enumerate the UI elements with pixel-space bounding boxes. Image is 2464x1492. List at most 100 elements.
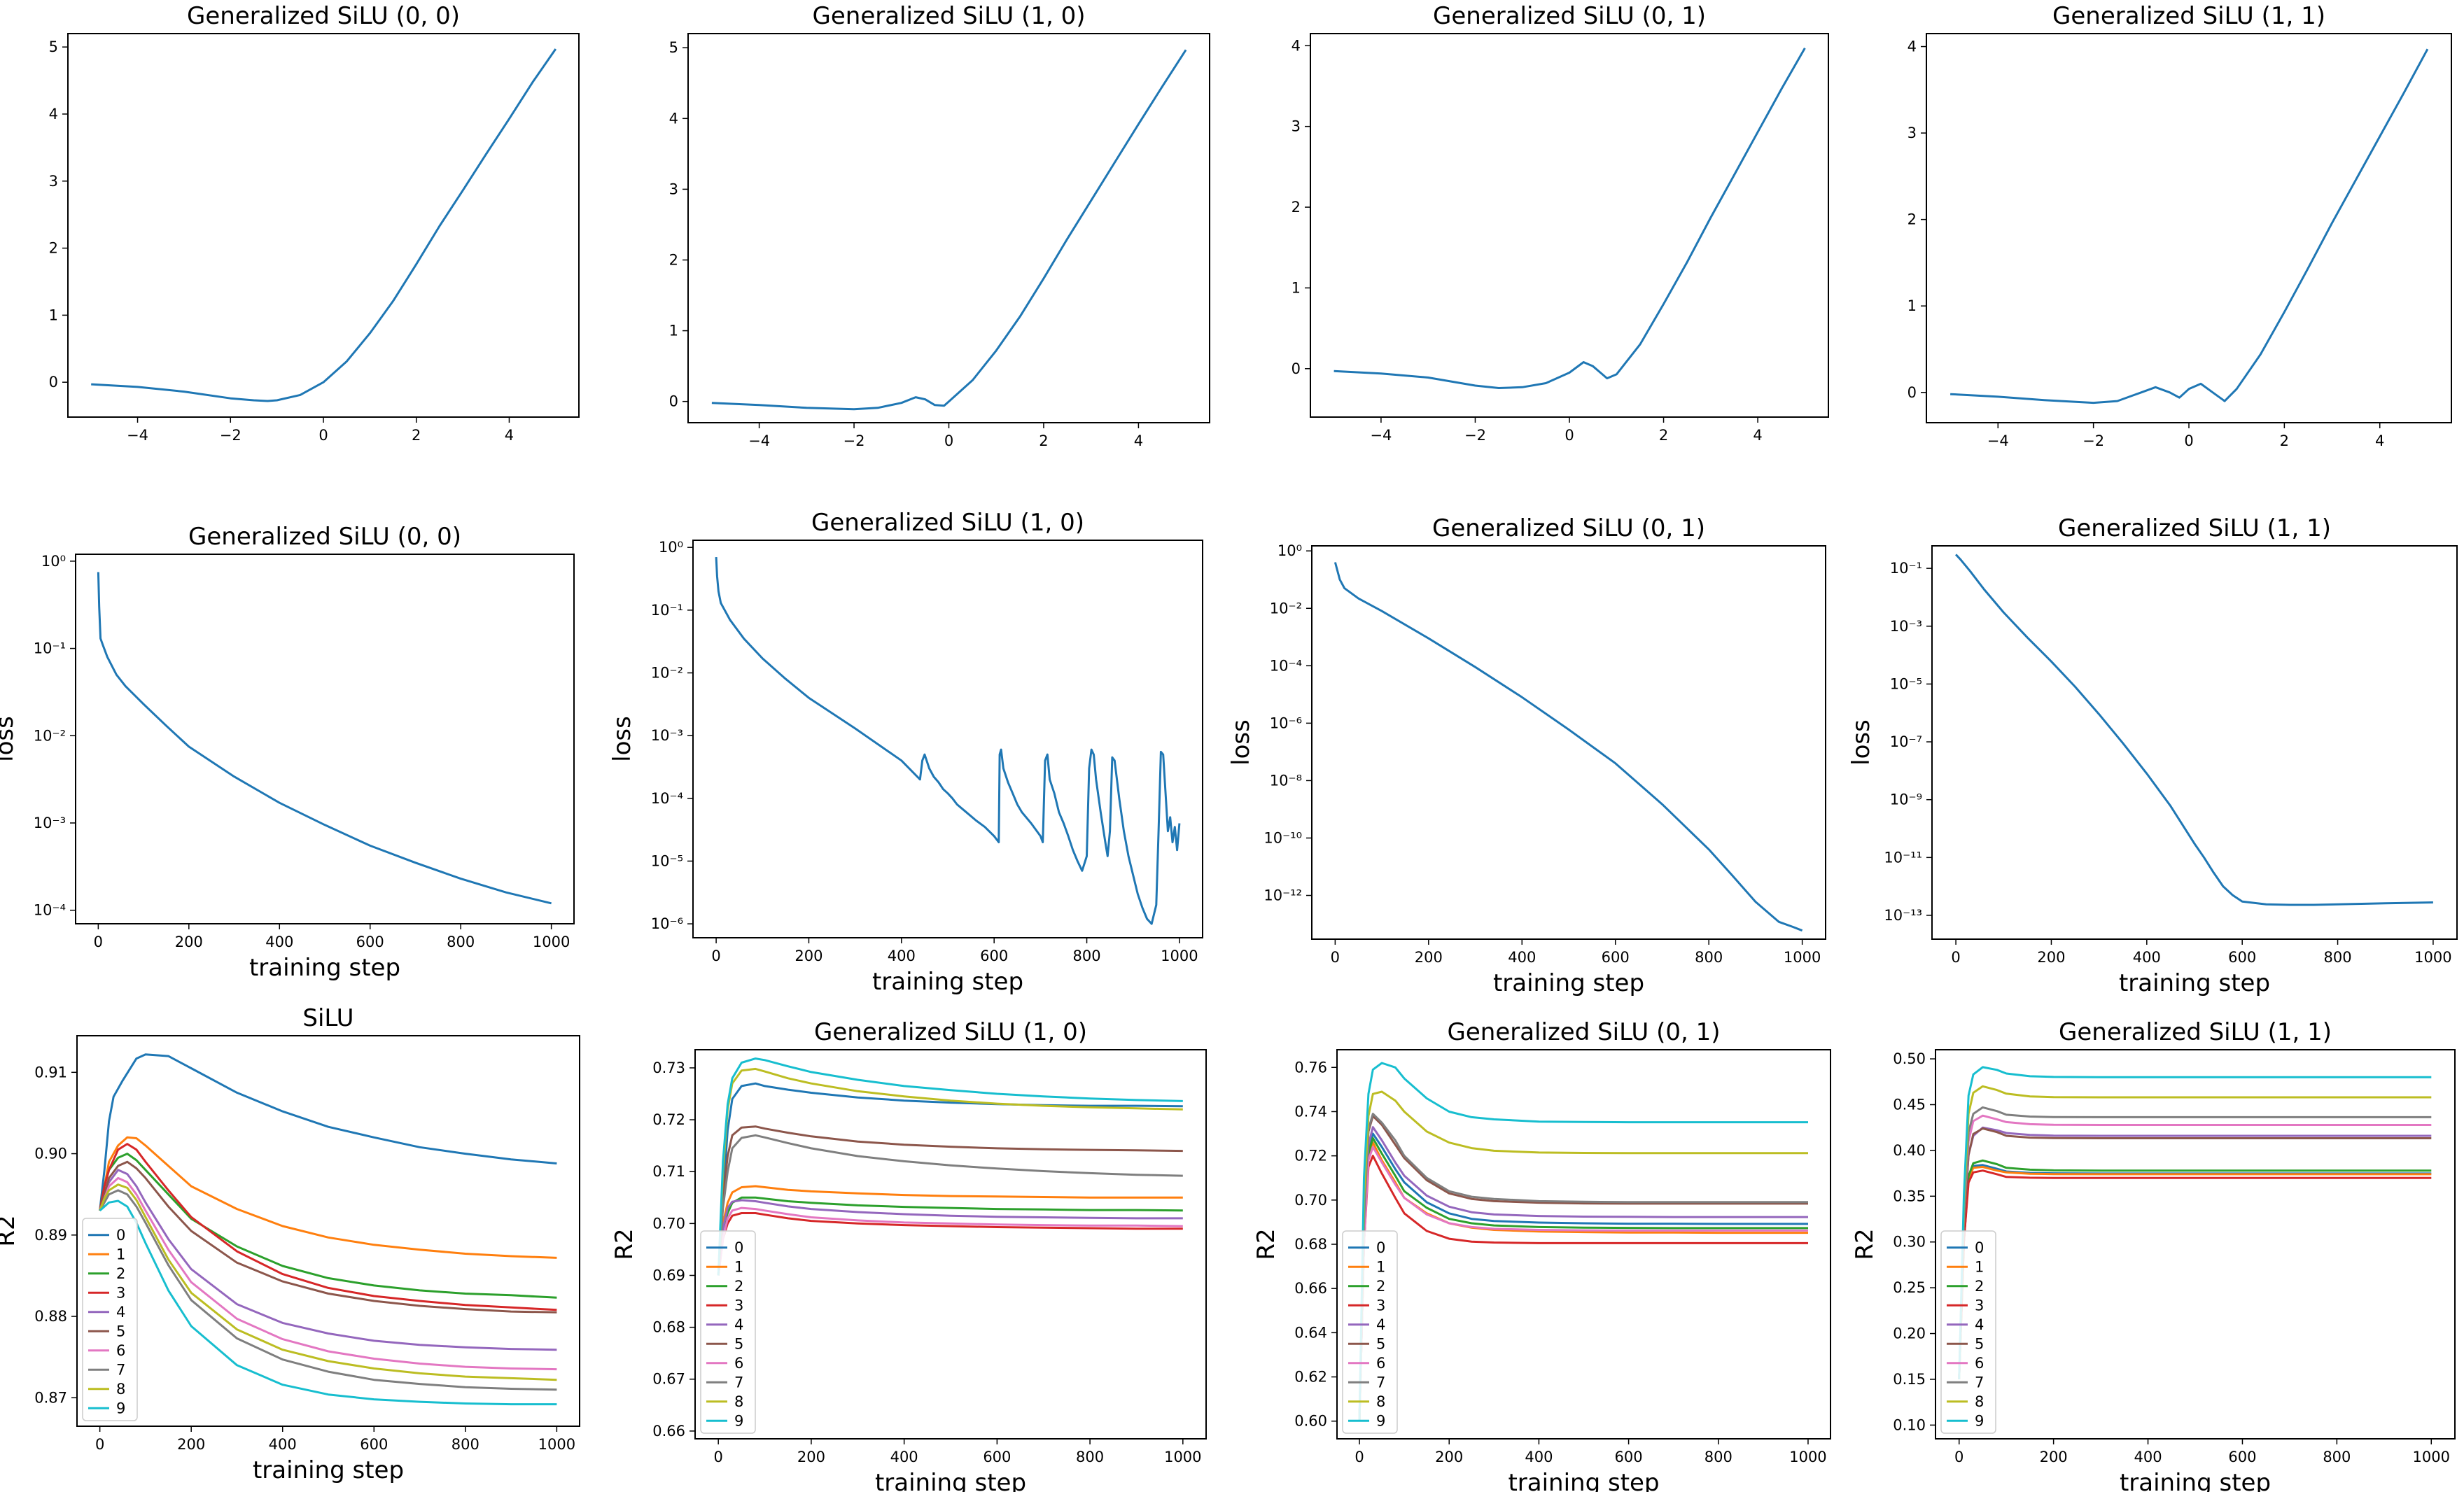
series-line-7 (1958, 1106, 2432, 1380)
series-line-3 (717, 1212, 1183, 1276)
series-line-2 (1358, 1136, 1808, 1421)
x-tick-label: 4 (505, 427, 514, 444)
y-tick-label: 0.67 (652, 1371, 685, 1388)
x-axis-label: training step (872, 968, 1023, 996)
y-tick-label: 0.64 (1294, 1324, 1327, 1341)
y-tick-label: 10⁻⁶ (1270, 715, 1302, 731)
y-tick-label: 10⁻⁵ (1890, 675, 1922, 692)
panel-loss11: 0 200 400 600 800 1000 10⁻¹³ 10⁻¹¹ 10⁻⁹ 10⁻⁷ 10⁻⁵ 1… (1847, 514, 2458, 997)
series-line-f (1950, 48, 2429, 404)
series-line-9 (717, 1057, 1183, 1276)
panel-title: Generalized SiLU (0, 0) (188, 523, 461, 551)
x-tick-label: 4 (2375, 432, 2384, 449)
legend-label-5: 5 (116, 1323, 125, 1339)
y-tick-label: 10⁻⁴ (1270, 657, 1302, 674)
series-line-2 (717, 1196, 1183, 1276)
panel-loss00: 0 200 400 600 800 1000 10⁻⁴ 10⁻³ 10⁻² 10⁻¹ 10⁰ Gene… (0, 523, 575, 982)
plot-frame (67, 33, 580, 418)
plot-frame (1926, 33, 2452, 423)
series-line-f (91, 48, 557, 402)
series-line-4 (99, 1169, 557, 1351)
legend-label-3: 3 (1975, 1297, 1984, 1314)
panel-loss10: 0 200 400 600 800 1000 10⁻⁶ 10⁻⁵ 10⁻⁴ 10⁻³ 10⁻² 10⁻… (608, 509, 1203, 996)
x-tick-label: 0 (95, 1436, 104, 1453)
series-line-loss (715, 557, 1181, 925)
x-tick-label: 0 (1354, 1449, 1364, 1465)
y-tick-label: 10⁻¹ (34, 640, 66, 657)
legend-label-9: 9 (1975, 1412, 1984, 1429)
y-tick-label: 0.71 (652, 1163, 685, 1180)
y-tick-label: 4 (1292, 37, 1301, 54)
x-tick-label: 800 (1076, 1449, 1104, 1465)
panel-title: Generalized SiLU (1, 1) (2059, 1018, 2332, 1046)
series-line-7 (717, 1134, 1183, 1276)
x-tick-label: 800 (1072, 948, 1100, 964)
y-axis-label: R2 (0, 1215, 20, 1246)
series-line-3 (1958, 1169, 2432, 1380)
panel-r2g11: 0 200 400 600 800 1000 0.10 0.15 0.20 0.25 0.30 0.3… (1851, 1018, 2456, 1492)
panel-title: Generalized SiLU (0, 1) (1433, 2, 1706, 30)
legend-label-0: 0 (1376, 1239, 1385, 1256)
y-tick-label: 0.68 (1294, 1236, 1327, 1253)
y-tick-label: 10⁻⁴ (34, 902, 66, 919)
y-tick-label: 0.15 (1893, 1371, 1926, 1388)
y-tick-label: 0.68 (652, 1319, 685, 1336)
x-tick-label: 1000 (1789, 1449, 1826, 1465)
series-line-0 (1358, 1132, 1808, 1421)
legend: 0 1 2 3 4 5 6 7 8 9 (700, 1230, 756, 1434)
y-tick-label: 0.74 (1294, 1103, 1327, 1120)
legend-label-7: 7 (116, 1361, 125, 1378)
y-tick-label: 0.76 (1294, 1059, 1327, 1076)
panel-title: Generalized SiLU (1, 0) (811, 509, 1084, 537)
panel-title: Generalized SiLU (1, 0) (813, 2, 1086, 30)
x-tick-label: 200 (794, 948, 822, 964)
y-tick-label: 10⁻¹³ (1884, 907, 1922, 924)
legend-label-7: 7 (1975, 1374, 1984, 1391)
y-tick-label: 10⁻¹² (1264, 887, 1302, 904)
y-tick-label: 10⁻² (34, 727, 66, 744)
x-tick-label: 4 (1134, 432, 1143, 449)
y-tick-label: 10⁰ (1278, 542, 1302, 559)
series-line-7 (99, 1189, 557, 1391)
legend-label-3: 3 (116, 1284, 125, 1301)
legend-label-2: 2 (1376, 1278, 1385, 1295)
y-tick-label: 3 (49, 173, 58, 190)
legend-label-0: 0 (116, 1227, 125, 1244)
series-line-4 (1358, 1126, 1808, 1421)
panel-title: Generalized SiLU (1, 0) (814, 1018, 1087, 1046)
plot-frame (1931, 545, 2458, 940)
x-tick-label: 600 (356, 934, 384, 950)
x-tick-label: 200 (2037, 949, 2065, 966)
y-axis-label: loss (1227, 719, 1255, 766)
y-tick-label: 10⁻³ (1890, 618, 1922, 635)
x-tick-label: 0 (1331, 949, 1340, 966)
y-axis-label: R2 (610, 1228, 638, 1260)
x-tick-label: 600 (980, 948, 1008, 964)
y-tick-label: 0 (1292, 360, 1301, 377)
x-axis-label: training step (1508, 1469, 1659, 1492)
y-tick-label: 4 (49, 106, 58, 122)
x-tick-label: 800 (1704, 1449, 1732, 1465)
plot-frame (694, 1049, 1207, 1440)
legend: 0 1 2 3 4 5 6 7 8 9 (82, 1218, 138, 1421)
panel-act10: −4 −2 0 2 4 0 1 2 3 4 5 Generalized SiLU (1, 0) (669, 2, 1210, 449)
x-tick-label: 400 (269, 1436, 297, 1453)
plot-frame (692, 540, 1203, 938)
y-tick-label: 0.72 (1294, 1148, 1327, 1164)
y-tick-label: 0.50 (1893, 1050, 1926, 1067)
x-tick-label: 1000 (533, 934, 570, 950)
plot-frame (1310, 33, 1829, 418)
panel-act00: −4 −2 0 2 4 0 1 2 3 4 5 Generalized SiLU (0, 0) (49, 2, 580, 444)
legend-label-5: 5 (1975, 1335, 1984, 1352)
y-tick-label: 0 (669, 393, 678, 410)
x-tick-label: 200 (1415, 949, 1443, 966)
x-tick-label: 0 (1564, 427, 1574, 444)
y-tick-label: 2 (1292, 199, 1301, 216)
legend-label-3: 3 (1376, 1297, 1385, 1314)
legend-box (700, 1230, 756, 1434)
x-axis-label: training step (2120, 1469, 2271, 1492)
series-line-5 (1958, 1127, 2432, 1380)
y-tick-label: 0.89 (34, 1227, 67, 1244)
series-line-6 (1358, 1146, 1808, 1421)
